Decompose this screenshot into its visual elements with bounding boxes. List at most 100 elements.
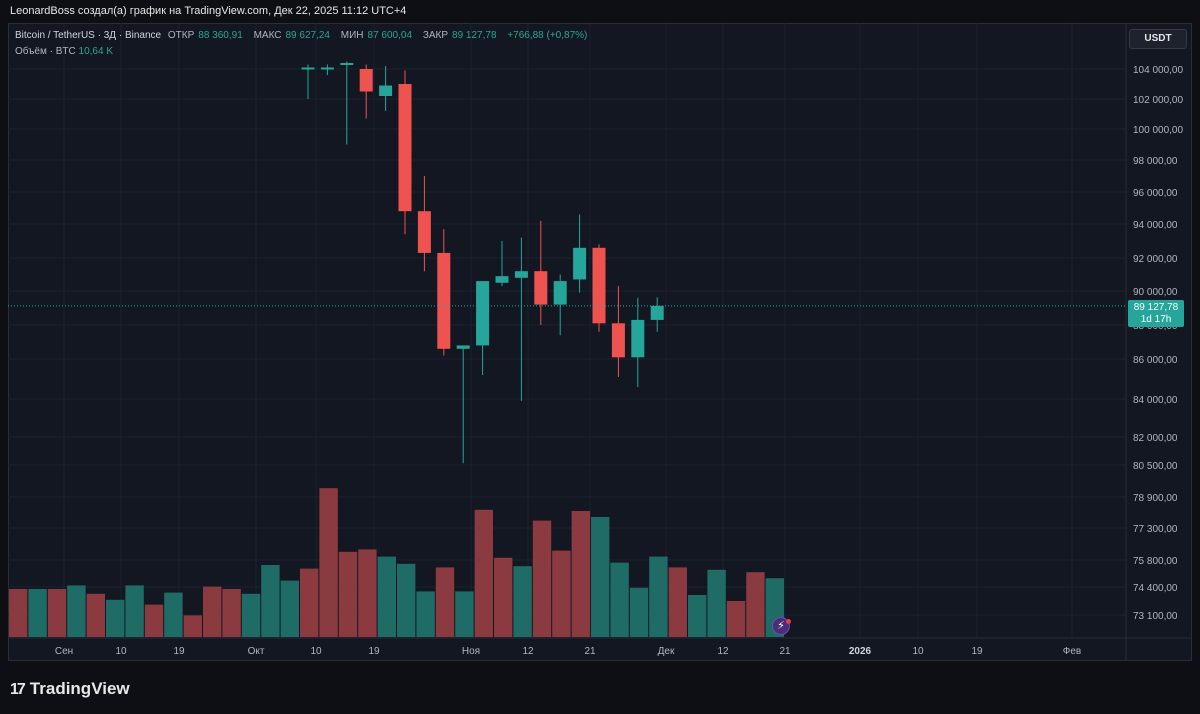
candle-body: [301, 67, 315, 70]
tradingview-logo[interactable]: 17 TradingView: [10, 679, 130, 699]
volume-bar: [280, 580, 299, 637]
y-tick-label: 86 000,00: [1133, 355, 1178, 366]
open-label: ОТКР: [167, 30, 195, 41]
volume-bar: [358, 549, 377, 637]
candle-body: [359, 69, 373, 92]
candle-body: [514, 271, 528, 278]
candle-body: [437, 252, 451, 349]
y-tick-label: 104 000,00: [1133, 65, 1183, 76]
x-tick-label: Фев: [1063, 646, 1081, 657]
volume-bar: [338, 551, 358, 637]
candle-body: [650, 305, 664, 320]
y-tick-label: 90 000,00: [1133, 287, 1178, 298]
volume-bar: [164, 592, 183, 637]
y-tick-label: 77 300,00: [1133, 524, 1178, 535]
volume-bar: [629, 587, 649, 637]
volume-bar: [106, 599, 125, 637]
candle-body: [398, 84, 412, 212]
volume-bar: [203, 586, 222, 637]
volume-bar: [67, 585, 86, 637]
y-tick-label: 96 000,00: [1133, 188, 1178, 199]
y-tick-label: 73 100,00: [1133, 611, 1178, 622]
volume-bar: [435, 567, 455, 637]
open-value: 88 360,91: [198, 30, 243, 41]
y-tick-label: 84 000,00: [1133, 395, 1178, 406]
attribution-text: LeonardBoss создал(а) график на TradingV…: [10, 5, 407, 17]
volume-bar: [300, 568, 319, 637]
last-price-value: 89 127,78: [1133, 302, 1179, 313]
volume-bar: [552, 550, 571, 637]
volume-bar: [9, 589, 28, 637]
candle-body: [495, 276, 509, 283]
y-tick-label: 82 000,00: [1133, 433, 1178, 444]
x-tick-label: 12: [717, 646, 729, 657]
volume-bar: [416, 591, 435, 637]
y-tick-label: 80 500,00: [1133, 461, 1178, 472]
candle-body: [417, 211, 431, 253]
close-value: 89 127,78: [452, 30, 497, 41]
x-tick-label: 21: [779, 646, 791, 657]
x-tick-label: 19: [368, 646, 380, 657]
volume-bar: [86, 593, 105, 637]
x-tick-label: 19: [971, 646, 983, 657]
close-label: ЗАКР: [422, 30, 449, 41]
y-tick-label: 78 900,00: [1133, 493, 1178, 504]
volume-bar: [494, 557, 513, 637]
candle-body: [611, 323, 625, 358]
x-tick-label: 10: [912, 646, 924, 657]
y-tick-label: 102 000,00: [1133, 95, 1183, 106]
x-tick-label: 10: [310, 646, 322, 657]
x-tick-label: 19: [173, 646, 185, 657]
bar-countdown: 1d 17h: [1140, 314, 1172, 325]
price-chart[interactable]: 104 000,00 102 000,00 100 000,00 98 000,00 9…: [8, 23, 1192, 661]
high-label: МАКС: [253, 30, 282, 41]
lightning-icon[interactable]: ⚡: [772, 617, 790, 635]
symbol-label[interactable]: Bitcoin / TetherUS · 3Д · Binance: [15, 30, 162, 41]
volume-bar: [47, 589, 67, 637]
y-tick-label: 100 000,00: [1133, 125, 1183, 136]
volume-bar: [144, 604, 164, 637]
volume-bar: [571, 511, 590, 637]
volume-bar: [513, 566, 532, 637]
x-tick-label: 2026: [849, 646, 872, 657]
volume-bar: [688, 595, 707, 637]
change-value: +766,88 (+0,87%): [507, 30, 588, 41]
volume-bar: [610, 562, 629, 637]
volume-bar: [455, 591, 474, 637]
candle-body: [573, 247, 587, 280]
candle-body: [456, 345, 470, 349]
candle-body: [592, 247, 606, 324]
candle-body: [320, 67, 334, 70]
notification-dot: [786, 619, 791, 624]
candle-body: [553, 281, 567, 305]
ohlc-legend: Bitcoin / TetherUS · 3Д · Binance ОТКР 88…: [15, 30, 591, 41]
candle-body: [340, 63, 354, 65]
candle-body: [379, 85, 393, 96]
y-tick-label: 94 000,00: [1133, 220, 1178, 231]
currency-button[interactable]: USDT: [1129, 29, 1187, 49]
volume-bar: [241, 593, 261, 637]
low-value: 87 600,04: [367, 30, 413, 41]
low-label: МИН: [340, 30, 364, 41]
volume-bar: [707, 569, 726, 637]
volume-bar: [222, 589, 241, 637]
volume-bar: [319, 488, 338, 637]
y-tick-label: 74 400,00: [1133, 583, 1178, 594]
volume-bar: [649, 556, 668, 637]
volume-bar: [125, 585, 144, 637]
volume-label[interactable]: Объём · BTC: [15, 46, 76, 57]
high-value: 89 627,24: [285, 30, 331, 41]
volume-value: 10,64 K: [78, 46, 114, 57]
volume-bar: [591, 517, 610, 637]
x-tick-label: 21: [584, 646, 596, 657]
logo-text: TradingView: [29, 679, 130, 698]
candle-body: [534, 271, 548, 305]
y-tick-label: 92 000,00: [1133, 254, 1178, 265]
candle-body: [631, 319, 645, 358]
volume-bar: [726, 601, 746, 637]
x-tick-label: Ноя: [462, 646, 480, 657]
y-tick-label: 75 800,00: [1133, 556, 1178, 567]
volume-bar: [397, 563, 416, 637]
volume-bar: [532, 520, 552, 637]
x-tick-label: 12: [522, 646, 534, 657]
